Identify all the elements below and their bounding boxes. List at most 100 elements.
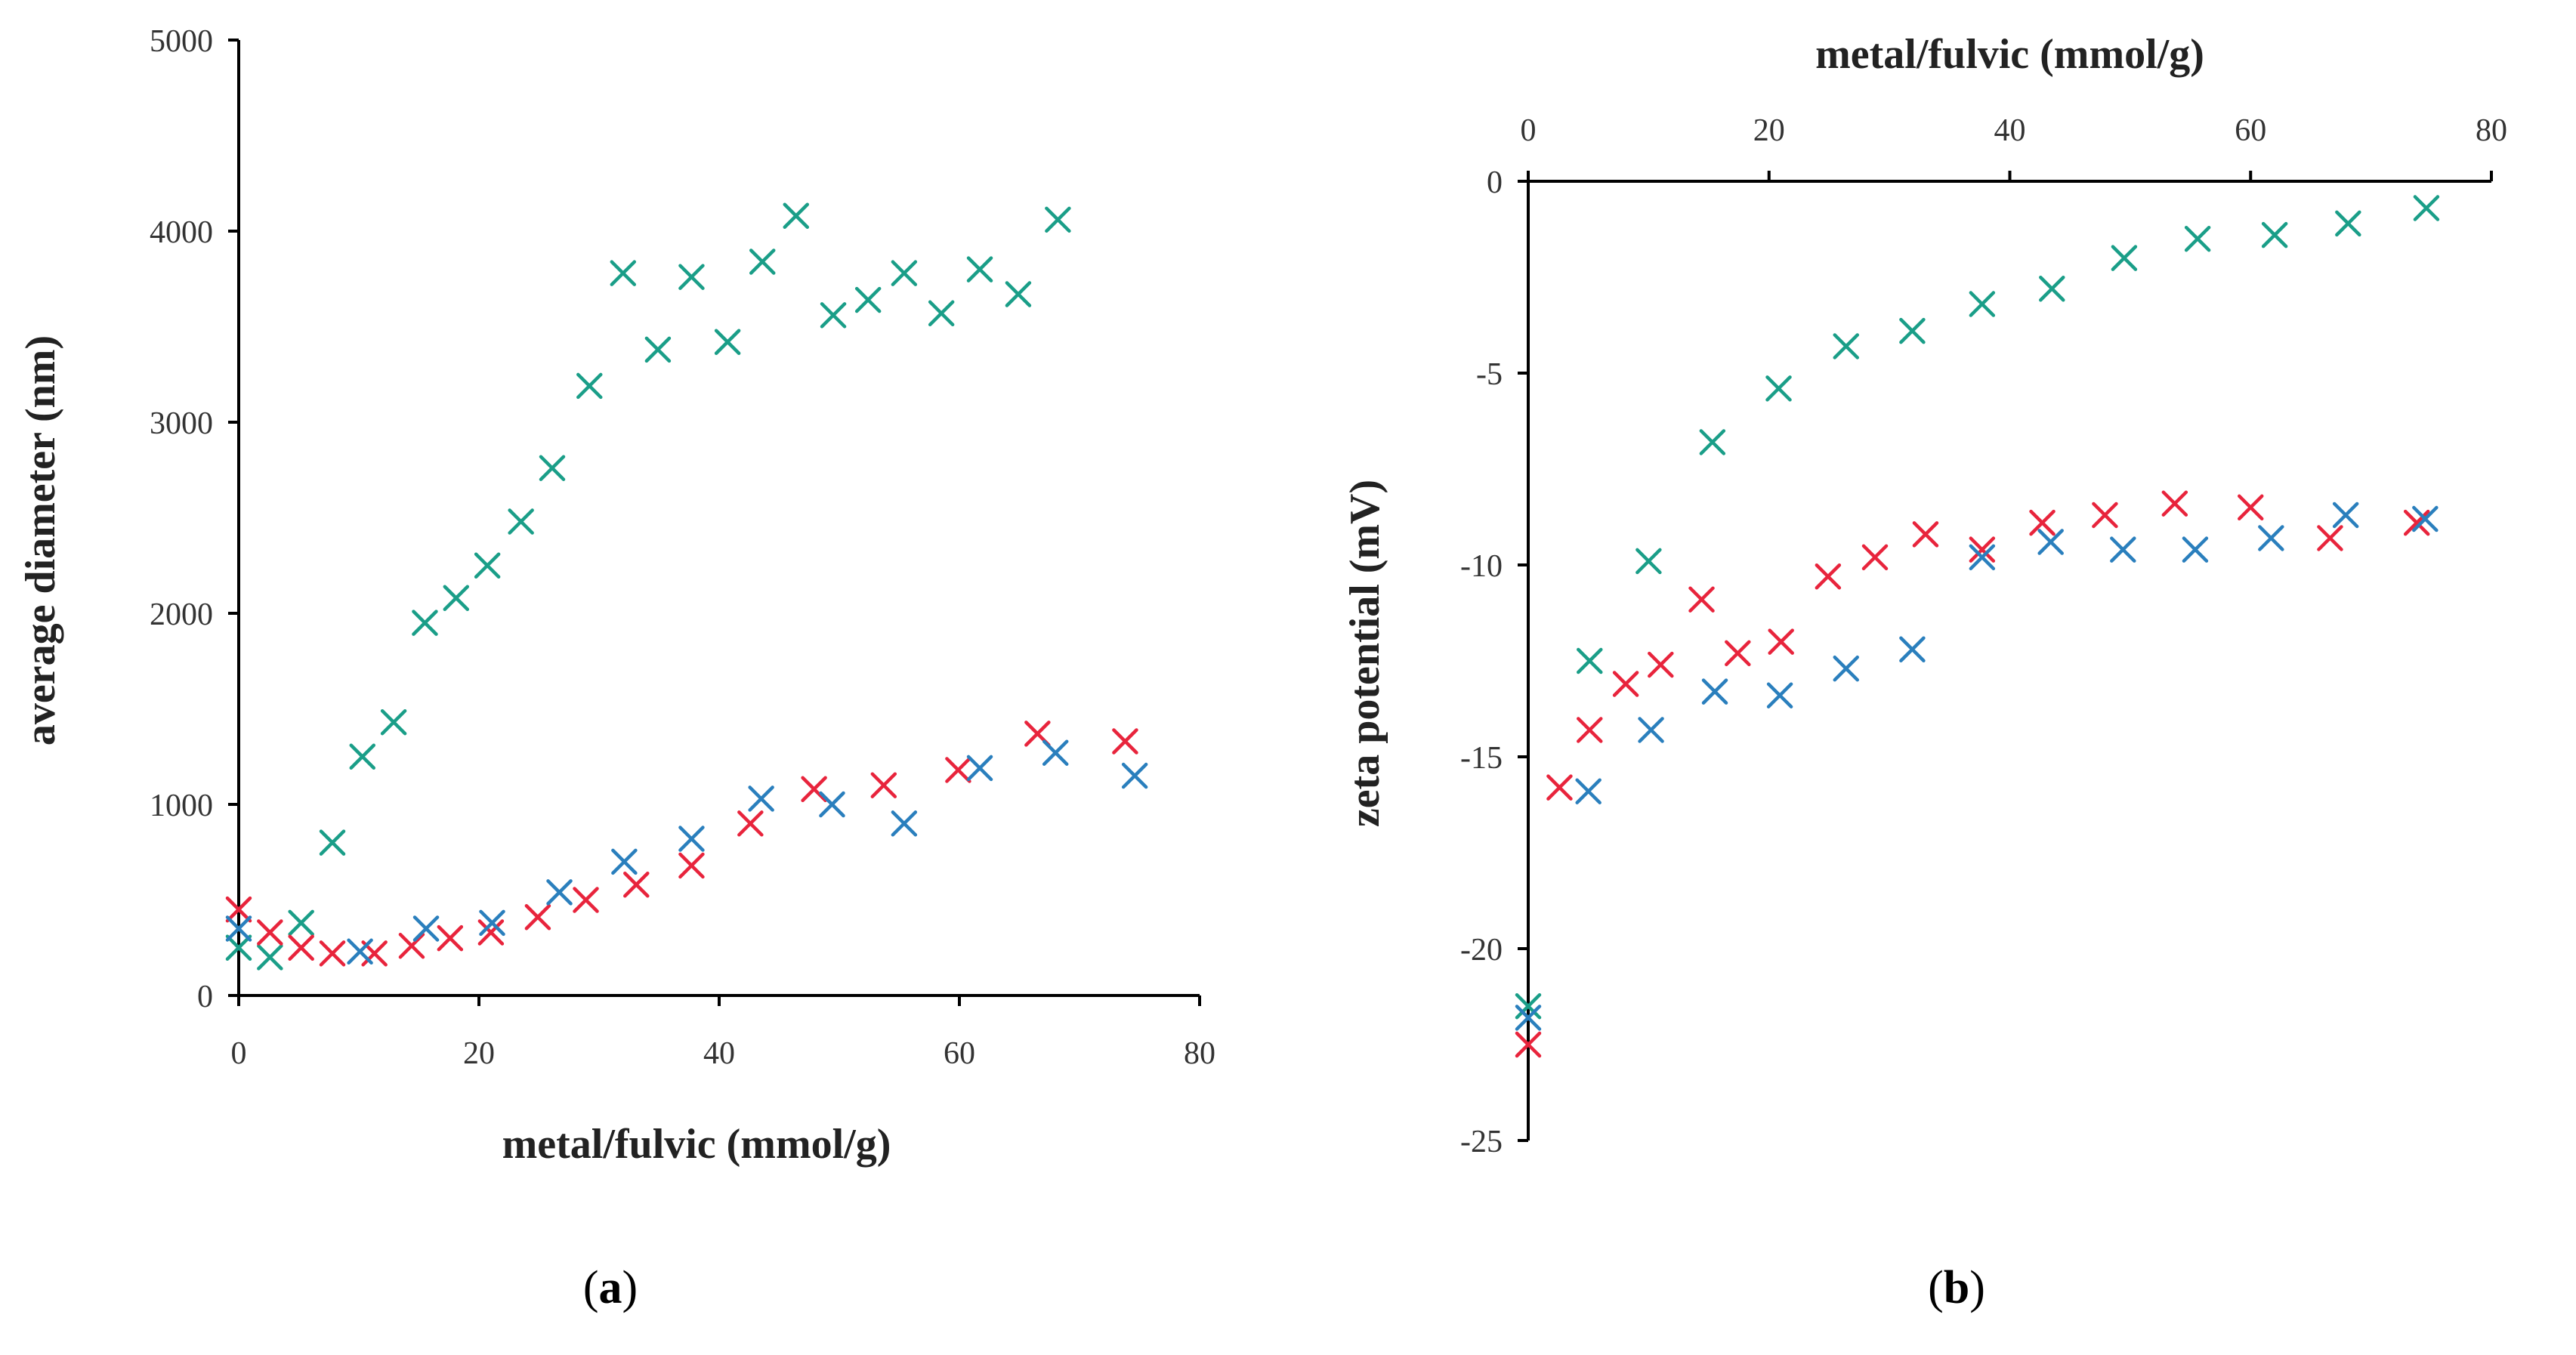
data-point <box>678 852 705 879</box>
data-point <box>678 264 705 290</box>
y-tick-label: 1000 <box>150 789 213 823</box>
data-point <box>412 610 438 636</box>
series-2 <box>225 721 1138 967</box>
data-point <box>225 934 252 961</box>
panel-b-chart: 0 20 40 60 80 0 -5 -10 -15 -20 -25 metal/fulvic (mm… <box>1342 31 2507 1313</box>
data-point <box>1899 636 1926 663</box>
data-point <box>1577 647 1603 674</box>
data-point <box>966 755 993 782</box>
data-point <box>257 919 283 946</box>
data-point <box>2110 536 2136 563</box>
data-point <box>610 260 637 286</box>
data-point <box>678 826 705 852</box>
data-point <box>1575 778 1602 804</box>
data-point <box>349 743 376 770</box>
x-tick-label: 60 <box>944 1036 975 1071</box>
data-point <box>1815 563 1842 590</box>
data-point <box>2184 225 2211 252</box>
x-tick-label: 60 <box>2235 113 2266 148</box>
data-point <box>1701 678 1728 705</box>
data-point <box>1638 717 1664 743</box>
data-point <box>347 938 373 965</box>
data-point <box>1766 682 1793 708</box>
data-point <box>288 934 314 961</box>
panel-label: (b) <box>1928 1262 1985 1313</box>
y-tick-label: 3000 <box>150 406 213 441</box>
data-point <box>1515 1031 1542 1058</box>
data-point <box>1635 548 1662 575</box>
x-tick-label: 40 <box>703 1036 735 1071</box>
data-point <box>474 552 501 579</box>
x-axis-title: metal/fulvic (mmol/g) <box>1815 31 2204 78</box>
data-point <box>2412 505 2439 532</box>
data-point <box>2161 490 2188 517</box>
data-point <box>928 300 955 327</box>
data-point <box>966 256 993 282</box>
data-point <box>443 585 470 612</box>
data-point <box>437 924 464 952</box>
data-point <box>819 791 845 818</box>
x-tick-label: 0 <box>1521 113 1537 148</box>
data-point <box>1112 728 1138 755</box>
data-point <box>749 248 776 275</box>
x-tick-label: 40 <box>1994 113 2026 148</box>
data-point <box>1833 333 1859 360</box>
data-point <box>2092 502 2118 529</box>
series-3 <box>225 739 1148 965</box>
data-point <box>611 848 638 875</box>
y-tick-label: -25 <box>1460 1125 1503 1159</box>
data-point <box>714 329 741 355</box>
y-axis-title: zeta potential (mV) <box>1342 480 1388 827</box>
x-tick-label: 20 <box>1753 113 1785 148</box>
data-point <box>508 508 534 535</box>
data-point <box>1546 774 1573 801</box>
data-point <box>1005 281 1032 307</box>
y-tick-label: 0 <box>1487 165 1503 200</box>
data-point <box>2182 536 2209 563</box>
data-point <box>1648 651 1674 678</box>
series-2 <box>1515 490 2430 1058</box>
data-point <box>412 915 440 942</box>
data-point <box>644 336 672 363</box>
data-point <box>1612 671 1639 697</box>
data-point <box>2413 195 2440 221</box>
data-point <box>576 372 603 400</box>
data-point <box>1515 992 1542 1020</box>
data-point <box>479 909 505 937</box>
data-point <box>1969 536 1996 563</box>
data-point <box>380 708 407 736</box>
data-point <box>1861 544 1889 571</box>
data-point <box>398 932 425 959</box>
data-point <box>623 872 650 898</box>
data-point <box>2111 245 2138 271</box>
data-point <box>1121 762 1148 789</box>
data-point <box>2258 525 2284 551</box>
data-point <box>1688 586 1715 613</box>
data-point <box>1725 640 1751 667</box>
data-point <box>546 879 573 906</box>
y-tick-label: -15 <box>1460 741 1503 776</box>
data-point <box>539 455 566 481</box>
data-point <box>225 915 252 942</box>
data-point <box>288 909 314 937</box>
y-tick-label: -20 <box>1460 933 1503 968</box>
series-1 <box>1515 195 2440 1020</box>
data-point <box>783 202 810 230</box>
x-axis-title: metal/fulvic (mmol/g) <box>502 1121 891 1168</box>
data-point <box>524 904 551 931</box>
data-point <box>854 286 882 313</box>
data-point <box>477 919 505 946</box>
data-point <box>748 786 774 812</box>
data-point <box>945 757 971 783</box>
data-point <box>2335 210 2361 237</box>
data-point <box>1969 544 1996 571</box>
data-point <box>2039 275 2065 302</box>
y-tick-label: 4000 <box>150 215 213 250</box>
x-tick-label: 80 <box>1184 1036 1215 1071</box>
data-point <box>225 896 252 923</box>
data-point <box>2029 509 2056 536</box>
data-point <box>801 776 827 803</box>
data-point <box>2403 509 2430 536</box>
data-point <box>1768 628 1794 655</box>
